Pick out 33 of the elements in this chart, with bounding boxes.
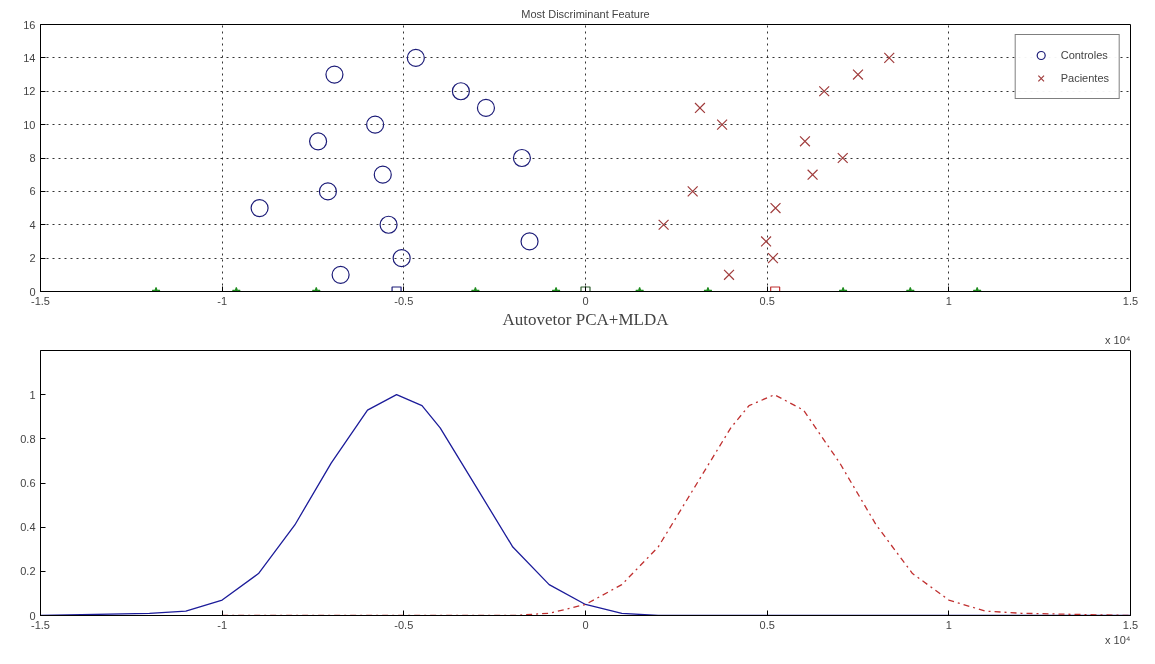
y-tick-label: 8 <box>29 152 36 164</box>
x-tick-label: 1.5 <box>1122 618 1139 631</box>
y-tick-label: 4 <box>29 218 36 231</box>
y-tick-label: 0.8 <box>20 432 36 445</box>
text: x 10⁴ <box>1104 333 1131 346</box>
y-tick-label: 1 <box>29 388 36 401</box>
chart-title: Most Discriminant Feature <box>521 7 650 20</box>
legend-label: Pacientes <box>1060 72 1109 84</box>
legend-label: Controles <box>1060 49 1108 61</box>
x-tick-label: 1.5 <box>1122 294 1139 307</box>
y-tick-label: 0.6 <box>20 477 36 489</box>
x-tick-label: -1 <box>217 294 228 307</box>
x-tick-label: 0 <box>582 618 589 631</box>
x-tick-label: 0.5 <box>759 618 775 631</box>
y-tick-label: 0.2 <box>20 565 36 578</box>
x-axis-title: Autovetor PCA+MLDA <box>502 309 670 329</box>
x-tick-label: 0.5 <box>759 294 775 307</box>
x-tick-label: 1 <box>945 294 952 307</box>
text: x 10⁴ <box>1104 633 1131 646</box>
y-tick-label: 10 <box>23 118 36 131</box>
y-tick-label: 6 <box>29 185 36 198</box>
x-tick-label: -1 <box>217 618 228 631</box>
y-tick-label: 14 <box>23 51 36 64</box>
x-tick-label: -0.5 <box>394 618 414 631</box>
y-tick-label: 16 <box>23 18 36 31</box>
x-tick-label: 0 <box>582 294 589 307</box>
y-tick-label: 12 <box>23 85 36 98</box>
x-tick-label: 1 <box>945 618 952 631</box>
y-tick-label: 0 <box>29 609 36 622</box>
y-tick-label: 2 <box>29 252 36 265</box>
y-tick-label: 0.4 <box>20 521 36 534</box>
x-tick-label: -0.5 <box>394 294 414 307</box>
y-tick-label: 0 <box>29 285 36 298</box>
